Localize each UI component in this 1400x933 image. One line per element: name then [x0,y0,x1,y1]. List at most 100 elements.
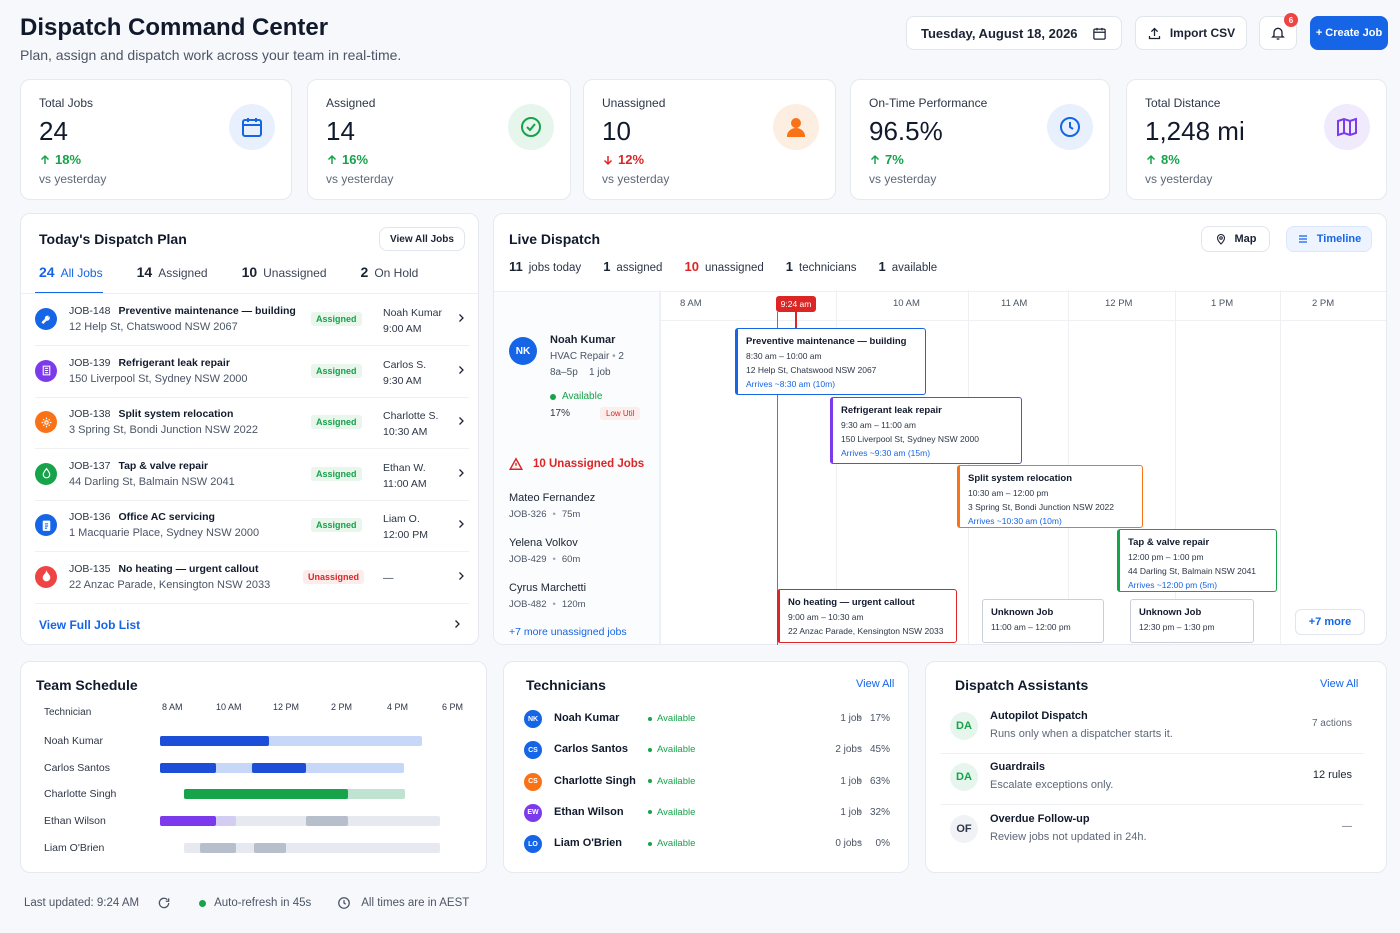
timeline-view-button[interactable]: Timeline [1286,226,1372,252]
tab-on-hold[interactable]: 2 On Hold [357,260,419,294]
job-row[interactable]: JOB-139 Refrigerant leak repair 150 Liverp… [35,346,469,398]
timeline-event[interactable]: Unknown Job 12:30 pm – 1:30 pm [1130,599,1254,643]
job-row[interactable]: JOB-148 Preventive maintenance — building… [35,294,469,346]
refresh-icon[interactable] [157,896,171,910]
assistant-title: Overdue Follow-up [990,812,1090,825]
live-summary: 11 jobs today 1 assigned 10 unassigned 1 techni… [509,259,937,274]
date-picker-label: Tuesday, August 18, 2026 [921,25,1078,41]
view-all-jobs-button[interactable]: View All Jobs [379,227,465,251]
schedule-bar[interactable] [160,816,440,827]
chevron-right-icon[interactable] [455,312,467,324]
job-row[interactable]: JOB-138 Split system relocation 3 Spring S… [35,397,469,449]
technician-row[interactable]: CS Carlos Santos Available 2 jobs • 45% [524,741,894,761]
stat-label: On-Time Performance [869,96,988,110]
timeline-event[interactable]: Tap & valve repair 12:00 pm – 1:00 pm 44 D… [1117,529,1277,592]
technicians-view-all-link[interactable]: View All [856,678,895,690]
technician-row[interactable]: CS Charlotte Singh Available 1 job • 63% [524,772,894,793]
chevron-right-icon[interactable] [451,618,463,630]
timeline-event[interactable]: Preventive maintenance — building 8:30 am… [735,328,926,395]
schedule-bar[interactable] [160,736,422,746]
status-badge: Assigned [311,363,362,378]
job-heading: JOB-148 Preventive maintenance — building [69,305,296,317]
schedule-bar[interactable] [160,816,216,827]
view-full-job-list-link[interactable]: View Full Job List [39,618,141,632]
hour-label: 2 PM [1312,298,1335,309]
team-hour-label: 4 PM [387,702,409,712]
tech-name[interactable]: Noah Kumar [550,334,616,346]
tab-assigned[interactable]: 14 Assigned [133,260,208,294]
assistant-row[interactable]: OF Overdue Follow-up Review jobs not updat… [940,807,1364,857]
technician-row[interactable]: EW Ethan Wilson Available 1 job • 32% [524,803,894,824]
technician-status: Available [648,776,695,787]
chevron-right-icon[interactable] [455,467,467,479]
unassigned-job-name[interactable]: Yelena Volkov [509,537,578,549]
chevron-right-icon[interactable] [455,570,467,582]
assistant-description: Review jobs not updated in 24h. [990,830,1147,843]
assistants-view-all-link[interactable]: View All [1320,678,1359,690]
event-time: 9:30 am – 11:00 am [841,420,916,430]
schedule-bar[interactable] [200,842,236,853]
stat-label: Total Jobs [39,96,94,110]
technician-jobs: 1 job [840,713,862,724]
schedule-bar[interactable] [254,842,286,853]
unassigned-job-name[interactable]: Mateo Fernandez [509,492,596,504]
separator-dot: • [552,599,556,610]
technicians-title: Technicians [526,677,606,693]
schedule-bar[interactable] [184,789,348,800]
job-tech: Liam O. 12:00 PM [383,511,428,543]
page-subtitle: Plan, assign and dispatch work across yo… [20,47,402,63]
gear-icon [35,411,57,433]
schedule-bar[interactable] [306,816,348,827]
unassigned-job-id: JOB-429 [509,554,547,565]
map-view-button[interactable]: Map [1201,226,1270,252]
job-title: No heating — urgent callout [118,562,259,575]
tab-all-jobs[interactable]: 24 All Jobs [35,260,103,294]
summary-label: unassigned [704,262,764,274]
hour-gridline [660,290,661,645]
technician-status-label: Available [657,838,696,850]
schedule-bar[interactable] [216,816,236,827]
chevron-right-icon[interactable] [455,415,467,427]
more-events-button[interactable]: +7 more [1295,609,1365,635]
timeline-event[interactable]: Refrigerant leak repair 9:30 am – 11:00 a… [830,397,1022,464]
schedule-bar[interactable] [184,842,440,853]
job-row[interactable]: JOB-137 Tap & valve repair 44 Darling St, … [35,449,469,501]
timeline-event[interactable]: Split system relocation 10:30 am – 12:00 … [957,465,1143,528]
job-address: 3 Spring St, Bondi Junction NSW 2022 [69,424,258,436]
technician-jobs: 1 job [840,775,862,787]
unassigned-job-duration: 60m [561,554,581,565]
technician-row[interactable]: LO Liam O'Brien Available 0 jobs • 0% [524,835,894,855]
schedule-bar[interactable] [160,736,269,746]
job-tech: Noah Kumar 9:00 AM [383,305,442,337]
job-row[interactable]: JOB-135 No heating — urgent callout 22 Anz… [35,552,469,604]
notifications-button[interactable]: 6 [1259,13,1298,50]
date-picker[interactable]: Tuesday, August 18, 2026 [906,16,1122,50]
now-connector [795,312,797,328]
event-time: 10:30 am – 12:00 pm [968,488,1049,498]
assistant-row[interactable]: DA Autopilot Dispatch Runs only when a dis… [940,704,1364,754]
tab-unassigned[interactable]: 10 Unassigned [238,260,327,294]
chevron-right-icon[interactable] [455,518,467,530]
avatar: NK [524,710,542,728]
event-time: 12:30 pm – 1:30 pm [1139,622,1215,632]
clock-icon [337,896,351,910]
create-job-button[interactable]: + Create Job [1310,16,1388,50]
more-unassigned-link[interactable]: +7 more unassigned jobs [509,626,627,638]
job-row[interactable]: JOB-136 Office AC servicing 1 Macquarie Pl… [35,500,469,552]
schedule-bar[interactable] [252,762,306,773]
timeline-event[interactable]: Unknown Job 11:00 am – 12:00 pm [982,599,1104,643]
stat-label: Unassigned [602,96,666,110]
job-address: 1 Macquarie Place, Sydney NSW 2000 [69,527,260,539]
unassigned-job-name[interactable]: Cyrus Marchetti [509,582,587,594]
assistant-description: Runs only when a dispatcher starts it. [990,728,1173,740]
arrow-up-icon [1145,154,1157,166]
import-csv-button[interactable]: Import CSV [1135,16,1247,50]
arrow-down-icon [602,154,614,166]
event-arrival: Arrives ~9:30 am (15m) [841,448,931,458]
schedule-bar[interactable] [160,762,216,773]
avatar: DA [950,763,978,792]
technician-row[interactable]: NK Noah Kumar Available 1 job • 17% [524,710,894,730]
timeline-event[interactable]: No heating — urgent callout 9:00 am – 10:… [777,589,957,643]
chevron-right-icon[interactable] [455,364,467,376]
assistant-row[interactable]: DA Guardrails Escalate exceptions only. 12 … [940,755,1364,806]
